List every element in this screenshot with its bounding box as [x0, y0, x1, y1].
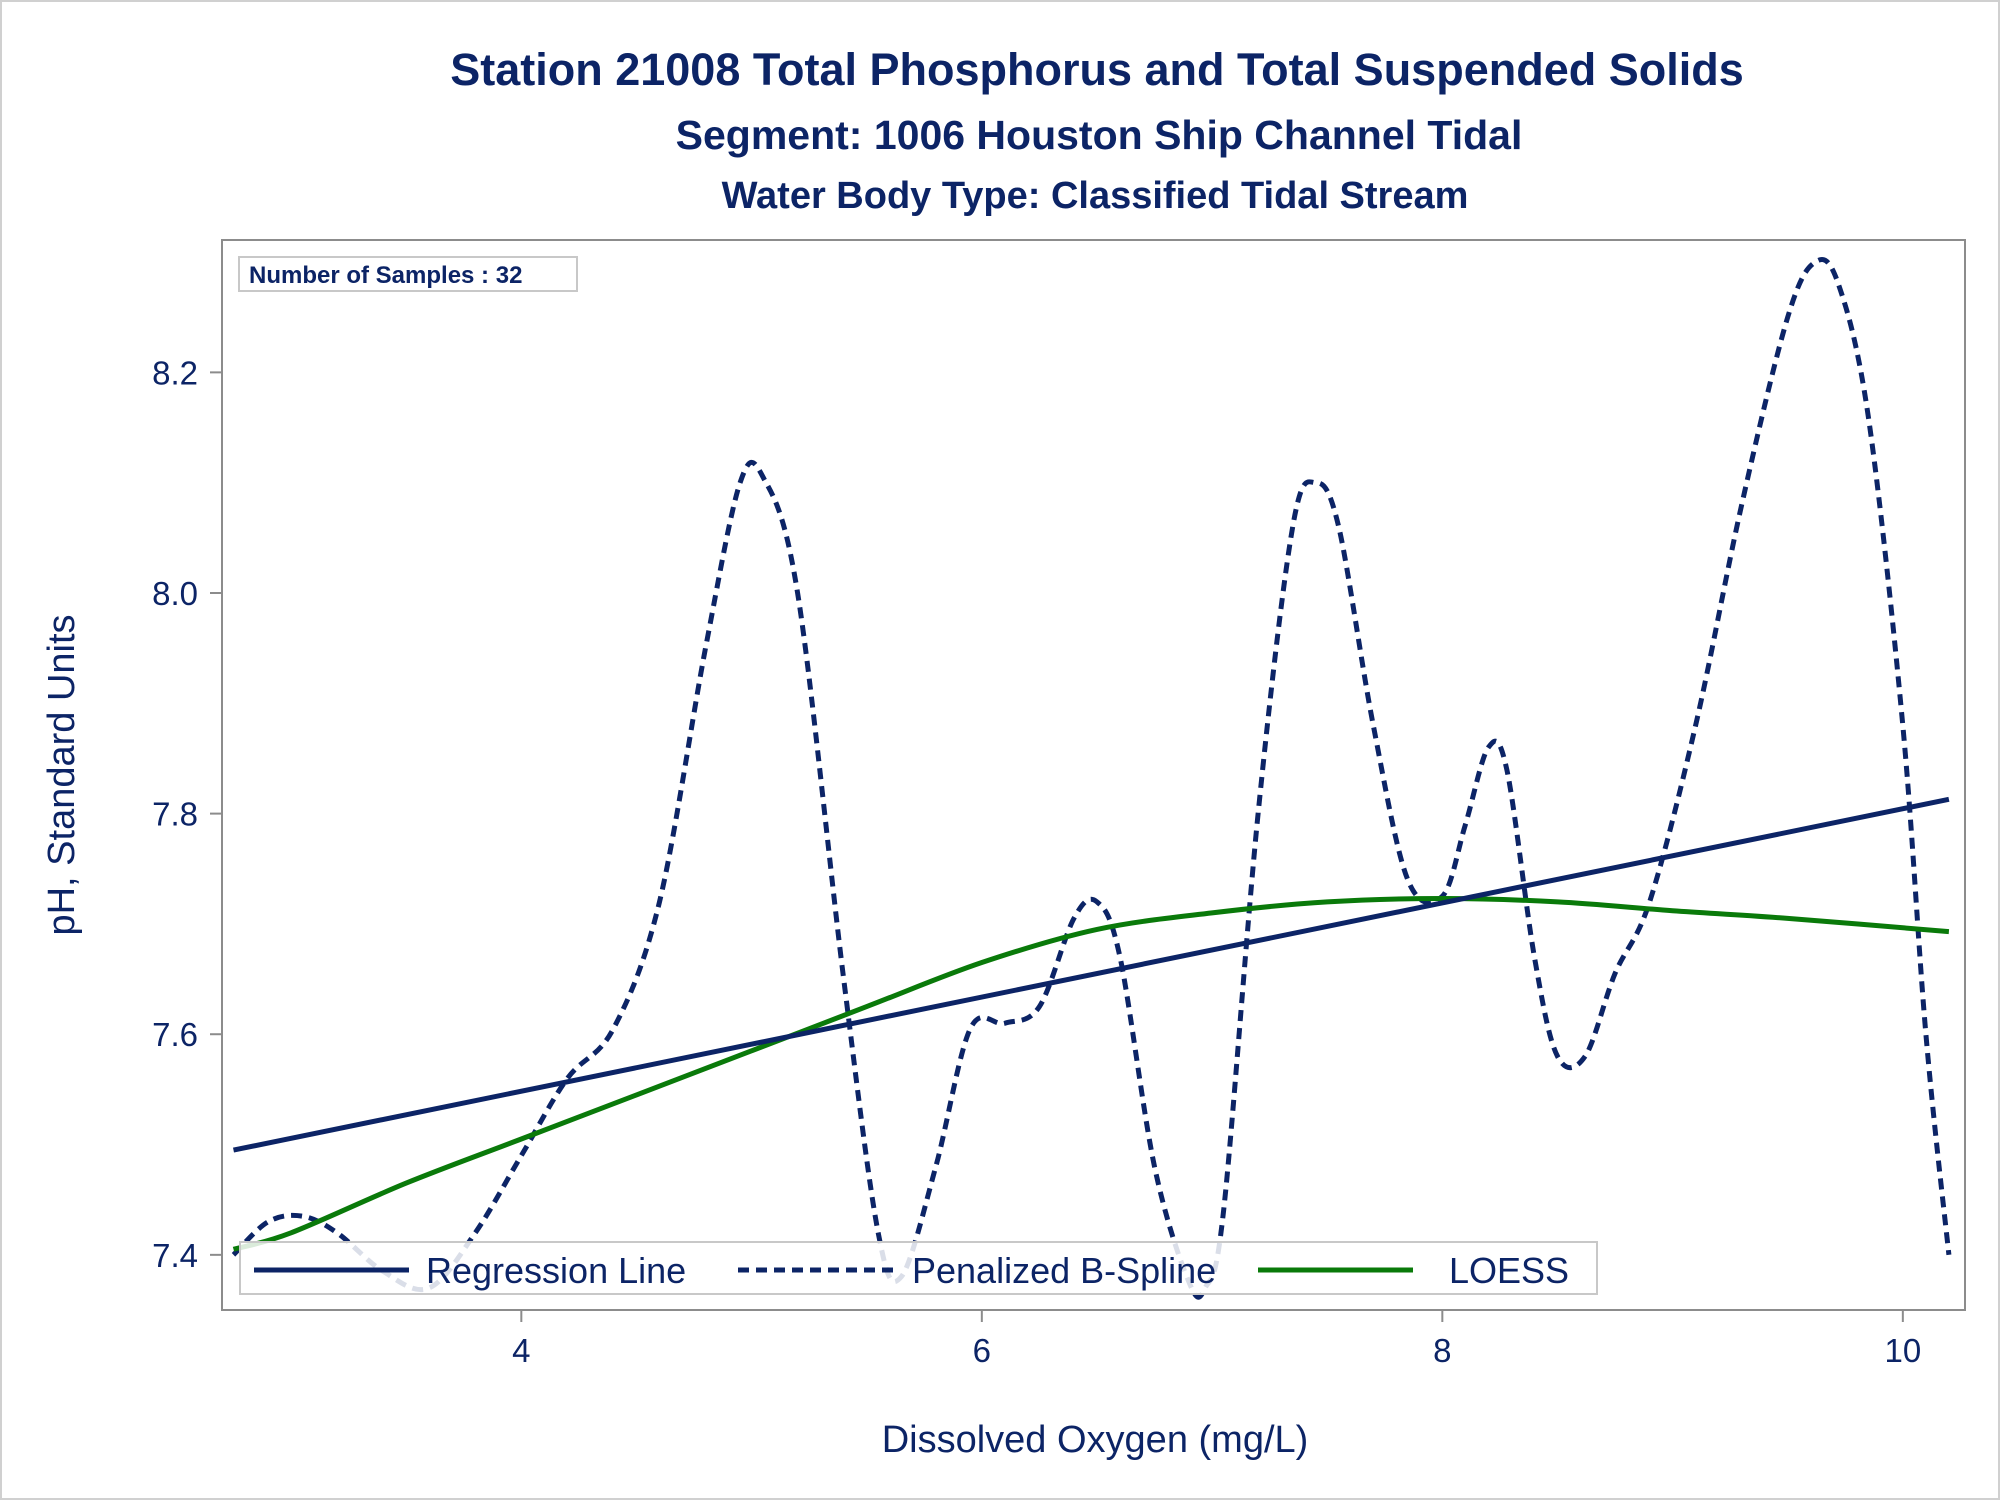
- axes-layer: 4 6 8 10 7.4 7.6 7.8 8.0 8.2: [152, 354, 1921, 1369]
- x-tick-label: 8: [1433, 1332, 1451, 1369]
- legend-label: Regression Line: [426, 1250, 686, 1291]
- legend: Regression Line Penalized B-Spline LOESS: [254, 1250, 1569, 1291]
- series-line-penalized-b-spline: [231, 257, 1952, 1300]
- chart-subtitle-2: Water Body Type: Classified Tidal Stream: [722, 175, 1469, 217]
- series-layer: [231, 257, 1952, 1300]
- sample-count-label: Number of Samples : 32: [249, 262, 522, 289]
- x-axis-label: Dissolved Oxygen (mg/L): [882, 1419, 1309, 1461]
- y-axis-label: pH, Standard Units: [41, 614, 83, 935]
- y-tick-label: 7.4: [152, 1237, 198, 1274]
- y-tick-label: 8.2: [152, 354, 198, 391]
- x-tick-label: 6: [973, 1332, 991, 1369]
- sample-count-box: [238, 256, 578, 292]
- plot-area-border: [221, 239, 1966, 1311]
- legend-label: Penalized B-Spline: [912, 1250, 1216, 1291]
- series-line-regression-line: [232, 796, 1950, 1153]
- y-tick-label: 8.0: [152, 575, 198, 612]
- series-line-loess: [232, 895, 1950, 1252]
- x-tick-label: 4: [512, 1332, 530, 1369]
- x-tick-label: 10: [1884, 1332, 1921, 1369]
- y-tick-label: 7.8: [152, 796, 198, 833]
- chart-subtitle: Segment: 1006 Houston Ship Channel Tidal: [676, 112, 1523, 158]
- y-tick-label: 7.6: [152, 1016, 198, 1053]
- legend-label: LOESS: [1449, 1250, 1569, 1291]
- chart-title: Station 21008 Total Phosphorus and Total…: [450, 44, 1744, 95]
